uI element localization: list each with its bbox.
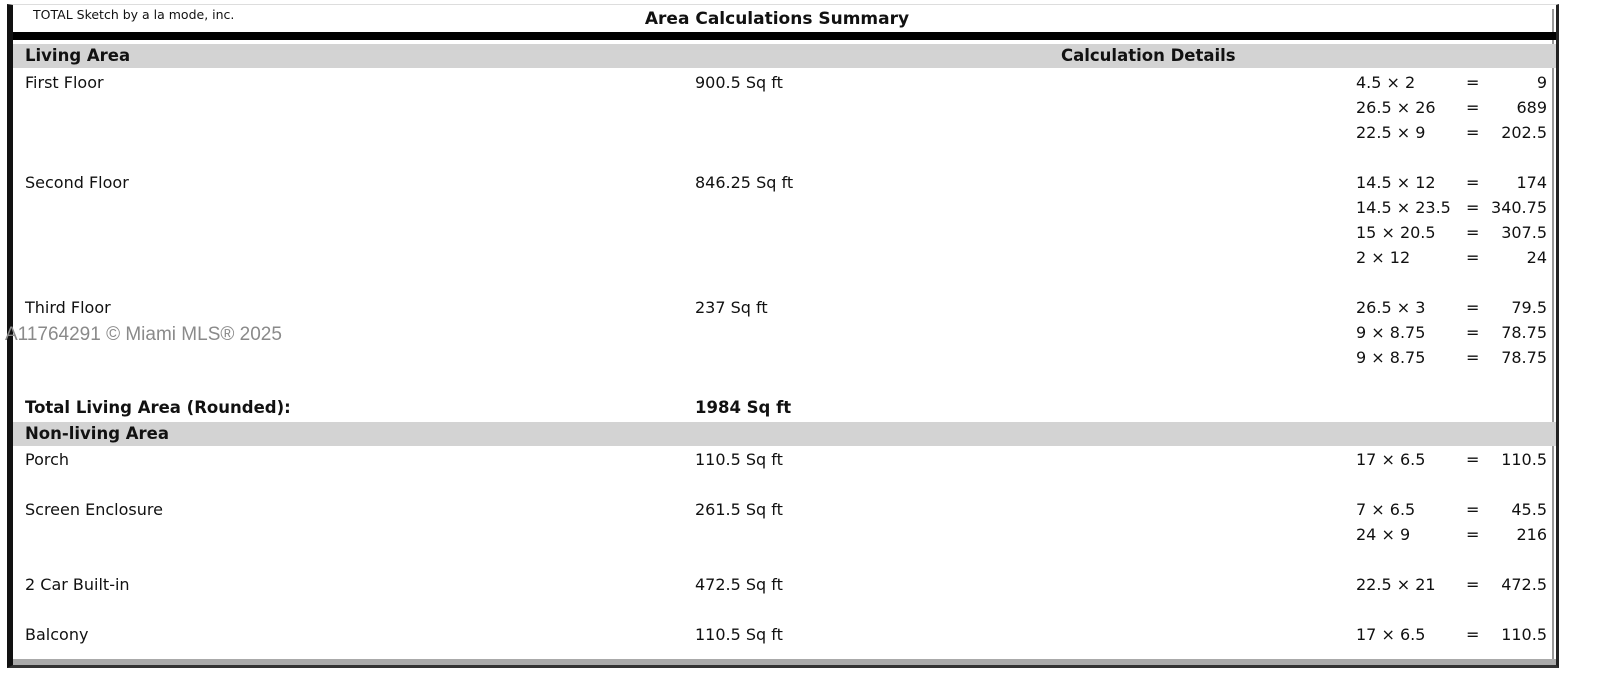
area-value: 237 Sq ft (695, 298, 768, 317)
area-value: 900.5 Sq ft (695, 73, 783, 92)
calculation-details-heading: Calculation Details (1061, 46, 1236, 65)
living-area-header: Living Area Calculation Details (13, 44, 1556, 68)
calc-expression: 17 × 6.5 (1356, 625, 1426, 644)
calculation-line: 9 × 8.75 = 78.75 (13, 345, 1556, 370)
equals-sign: = (1466, 298, 1480, 317)
area-item: Porch 110.5 Sq ft 17 × 6.5 = 110.5 (13, 447, 1556, 472)
calculation-line: 24 × 9 = 216 (13, 522, 1556, 547)
border-line (1552, 9, 1554, 659)
total-living-area-row: Total Living Area (Rounded): 1984 Sq ft (13, 395, 1556, 420)
calc-result: 340.75 (1491, 198, 1547, 217)
calc-result: 78.75 (1501, 323, 1547, 342)
area-name: Balcony (25, 625, 89, 644)
calc-result: 79.5 (1511, 298, 1547, 317)
equals-sign: = (1466, 525, 1480, 544)
area-name: Second Floor (25, 173, 129, 192)
total-value: 1984 Sq ft (695, 398, 792, 417)
calc-result: 78.75 (1501, 348, 1547, 367)
calc-result: 202.5 (1501, 123, 1547, 142)
calculation-line: Porch 110.5 Sq ft 17 × 6.5 = 110.5 (13, 447, 1556, 472)
calc-expression: 2 × 12 (1356, 248, 1411, 267)
calc-expression: 22.5 × 21 (1356, 575, 1436, 594)
area-item: Third Floor 237 Sq ft 26.5 × 3 = 79.5 9 × 8.7… (13, 295, 1556, 370)
calc-expression: 22.5 × 9 (1356, 123, 1426, 142)
non-living-area-list: Porch 110.5 Sq ft 17 × 6.5 = 110.5 Screen Enc… (13, 447, 1556, 672)
living-area-heading: Living Area (25, 46, 131, 65)
area-value: 110.5 Sq ft (695, 450, 783, 469)
calculation-line: Second Floor 846.25 Sq ft 14.5 × 12 = 174 (13, 170, 1556, 195)
calc-expression: 14.5 × 23.5 (1356, 198, 1451, 217)
calc-expression: 9 × 8.75 (1356, 323, 1426, 342)
calculation-line: Balcony 110.5 Sq ft 17 × 6.5 = 110.5 (13, 622, 1556, 647)
calc-expression: 7 × 6.5 (1356, 500, 1416, 519)
calculation-line: Third Floor 237 Sq ft 26.5 × 3 = 79.5 (13, 295, 1556, 320)
watermark: A11764291 © Miami MLS® 2025 (5, 324, 282, 345)
area-item: 2 Car Built-in 472.5 Sq ft 22.5 × 21 = 472.5 (13, 572, 1556, 597)
calculation-line: 15 × 20.5 = 307.5 (13, 220, 1556, 245)
non-living-area-heading: Non-living Area (25, 424, 169, 443)
calc-expression: 4.5 × 2 (1356, 73, 1416, 92)
area-name: Third Floor (25, 298, 111, 317)
area-value: 261.5 Sq ft (695, 500, 783, 519)
calculation-line: 26.5 × 26 = 689 (13, 95, 1556, 120)
calculation-line: 2 Car Built-in 472.5 Sq ft 22.5 × 21 = 472.5 (13, 572, 1556, 597)
equals-sign: = (1466, 73, 1480, 92)
calc-result: 472.5 (1501, 575, 1547, 594)
area-item: Balcony 110.5 Sq ft 17 × 6.5 = 110.5 (13, 622, 1556, 647)
calculation-line: 2 × 12 = 24 (13, 245, 1556, 270)
calculation-line: Screen Enclosure 261.5 Sq ft 7 × 6.5 = 45.5 (13, 497, 1556, 522)
area-item: Second Floor 846.25 Sq ft 14.5 × 12 = 174 14.… (13, 170, 1556, 270)
calc-result: 307.5 (1501, 223, 1547, 242)
calc-expression: 24 × 9 (1356, 525, 1411, 544)
total-label: Total Living Area (Rounded): (25, 398, 291, 417)
equals-sign: = (1466, 575, 1480, 594)
equals-sign: = (1466, 248, 1480, 267)
calc-expression: 26.5 × 3 (1356, 298, 1426, 317)
calculation-line: 22.5 × 9 = 202.5 (13, 120, 1556, 145)
calc-result: 110.5 (1501, 450, 1547, 469)
calculation-line: 14.5 × 23.5 = 340.75 (13, 195, 1556, 220)
calc-expression: 17 × 6.5 (1356, 450, 1426, 469)
equals-sign: = (1466, 223, 1480, 242)
calc-result: 9 (1536, 73, 1547, 92)
equals-sign: = (1466, 450, 1480, 469)
equals-sign: = (1466, 198, 1480, 217)
calculation-line: First Floor 900.5 Sq ft 4.5 × 2 = 9 (13, 70, 1556, 95)
area-name: Screen Enclosure (25, 500, 163, 519)
calc-result: 689 (1516, 98, 1547, 117)
calc-result: 216 (1516, 525, 1547, 544)
equals-sign: = (1466, 625, 1480, 644)
calc-expression: 15 × 20.5 (1356, 223, 1436, 242)
calc-result: 110.5 (1501, 625, 1547, 644)
equals-sign: = (1466, 123, 1480, 142)
area-value: 472.5 Sq ft (695, 575, 783, 594)
area-value: 846.25 Sq ft (695, 173, 794, 192)
area-value: 110.5 Sq ft (695, 625, 783, 644)
calculation-line: 9 × 8.75 = 78.75 (13, 320, 1556, 345)
area-name: Porch (25, 450, 70, 469)
non-living-area-header: Non-living Area (13, 422, 1556, 446)
area-item: Screen Enclosure 261.5 Sq ft 7 × 6.5 = 45.5 2… (13, 497, 1556, 547)
area-item: First Floor 900.5 Sq ft 4.5 × 2 = 9 26.5 × 26… (13, 70, 1556, 145)
page-title: Area Calculations Summary (644, 9, 910, 29)
vendor-label: TOTAL Sketch by a la mode, inc. (33, 7, 235, 22)
calc-result: 24 (1526, 248, 1547, 267)
calc-result: 45.5 (1511, 500, 1547, 519)
equals-sign: = (1466, 500, 1480, 519)
living-area-list: First Floor 900.5 Sq ft 4.5 × 2 = 9 26.5 × 26… (13, 70, 1556, 420)
document-frame (7, 4, 1559, 668)
equals-sign: = (1466, 173, 1480, 192)
area-name: 2 Car Built-in (25, 575, 130, 594)
calc-expression: 9 × 8.75 (1356, 348, 1426, 367)
title-divider (13, 32, 1556, 40)
calc-expression: 14.5 × 12 (1356, 173, 1436, 192)
calc-result: 174 (1516, 173, 1547, 192)
calc-expression: 26.5 × 26 (1356, 98, 1436, 117)
equals-sign: = (1466, 323, 1480, 342)
equals-sign: = (1466, 348, 1480, 367)
area-name: First Floor (25, 73, 104, 92)
equals-sign: = (1466, 98, 1480, 117)
